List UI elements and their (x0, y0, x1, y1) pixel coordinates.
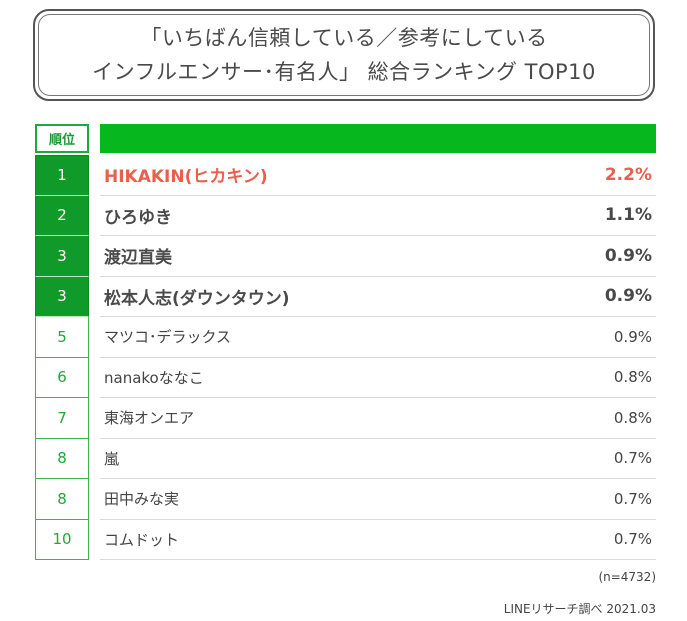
percent-value: 0.7% (613, 489, 652, 508)
rank-cell: 10 (35, 519, 89, 560)
name-cell: 嵐 0.7% (100, 439, 656, 479)
influencer-name: マツコ･デラックス (104, 328, 232, 347)
name-cell: nanakoななこ 0.8% (100, 358, 656, 398)
rank-cell: 3 (35, 276, 89, 317)
influencer-name: ひろゆき (104, 207, 172, 228)
name-cell: HIKAKIN(ヒカキン) 2.2% (100, 155, 656, 196)
percent-value: 0.8% (613, 408, 652, 427)
influencer-name: 松本人志(ダウンタウン) (104, 288, 290, 309)
name-cell: 渡辺直美 0.9% (100, 236, 656, 277)
percent-value: 1.1% (604, 205, 652, 226)
table-row: 2 ひろゆき 1.1% (35, 195, 656, 236)
percent-value: 2.2% (604, 164, 652, 185)
percent-value: 0.9% (604, 245, 652, 266)
table-row: 8 田中みな実 0.7% (35, 479, 656, 520)
influencer-name: nanakoななこ (104, 368, 204, 387)
chart-title-line-2: インフルエンサー･有名人」 総合ランキング TOP10 (92, 60, 596, 84)
ranking-table: 1 HIKAKIN(ヒカキン) 2.2% 2 ひろゆき 1.1% 3 渡辺直美 0.9% 3 松本人… (35, 155, 656, 560)
rank-cell: 8 (35, 438, 89, 479)
percent-value: 0.7% (613, 530, 652, 549)
percent-value: 0.8% (613, 368, 652, 387)
influencer-name: 嵐 (104, 449, 120, 468)
table-row: 3 松本人志(ダウンタウン) 0.9% (35, 276, 656, 317)
rank-cell: 6 (35, 357, 89, 398)
rank-cell: 2 (35, 195, 89, 236)
name-cell: ひろゆき 1.1% (100, 196, 656, 236)
source-note: LINEリサーチ調べ 2021.03 (503, 602, 656, 616)
influencer-name: 田中みな実 (104, 490, 180, 509)
table-row: 1 HIKAKIN(ヒカキン) 2.2% (35, 155, 656, 196)
influencer-name: コムドット (104, 530, 180, 549)
influencer-name: 渡辺直美 (104, 248, 172, 269)
chart-title-box: 「いちばん信頼している／参考にしている インフルエンサー･有名人」 総合ランキン… (33, 9, 655, 101)
percent-value: 0.9% (613, 327, 652, 346)
name-cell: 田中みな実 0.7% (100, 479, 656, 520)
name-cell: マツコ･デラックス 0.9% (100, 317, 656, 358)
rank-cell: 3 (35, 236, 89, 277)
percent-value: 0.9% (604, 286, 652, 307)
table-row: 8 嵐 0.7% (35, 438, 656, 479)
rank-cell: 8 (35, 479, 89, 520)
name-cell: コムドット 0.7% (100, 520, 656, 560)
influencer-name: HIKAKIN(ヒカキン) (104, 167, 268, 188)
influencer-name: 東海オンエア (104, 409, 195, 428)
chart-title-line-1: 「いちばん信頼している／参考にしている (140, 26, 548, 50)
rank-cell: 1 (35, 155, 89, 196)
name-cell: 松本人志(ダウンタウン) 0.9% (100, 277, 656, 317)
sample-size-note: (n=4732) (598, 570, 656, 584)
name-cell: 東海オンエア 0.8% (100, 398, 656, 439)
percent-value: 0.7% (613, 449, 652, 468)
table-row: 6 nanakoななこ 0.8% (35, 357, 656, 398)
table-header-bar (100, 124, 656, 153)
table-row: 10 コムドット 0.7% (35, 519, 656, 560)
table-row: 3 渡辺直美 0.9% (35, 236, 656, 277)
rank-cell: 5 (35, 317, 89, 358)
table-row: 5 マツコ･デラックス 0.9% (35, 317, 656, 358)
rank-cell: 7 (35, 398, 89, 439)
rank-column-header: 順位 (35, 124, 89, 153)
table-row: 7 東海オンエア 0.8% (35, 398, 656, 439)
